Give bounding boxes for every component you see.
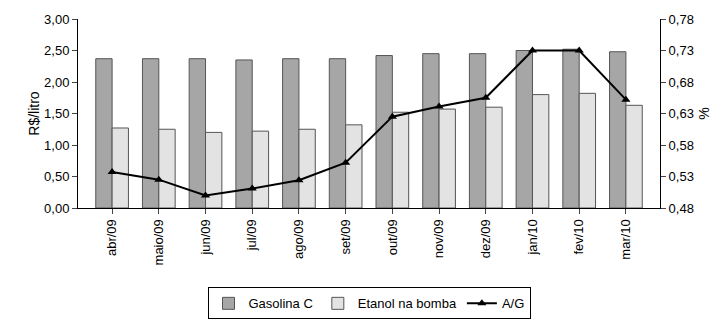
svg-text:0,50: 0,50 <box>44 169 69 184</box>
svg-text:ago/09: ago/09 <box>291 219 306 259</box>
svg-text:fev/10: fev/10 <box>571 219 586 254</box>
svg-text:%: % <box>696 107 712 119</box>
svg-text:3,00: 3,00 <box>44 12 69 27</box>
svg-text:set/09: set/09 <box>338 219 353 254</box>
svg-text:jan/10: jan/10 <box>525 219 540 255</box>
svg-text:2,00: 2,00 <box>44 75 69 90</box>
svg-text:dez/09: dez/09 <box>478 219 493 258</box>
svg-text:0,48: 0,48 <box>669 201 694 216</box>
svg-text:mar/10: mar/10 <box>618 219 633 259</box>
svg-text:R$/litro: R$/litro <box>26 91 42 136</box>
svg-text:abr/09: abr/09 <box>104 219 119 256</box>
svg-text:1,00: 1,00 <box>44 138 69 153</box>
svg-text:Gasolina C: Gasolina C <box>249 296 313 311</box>
svg-text:0,68: 0,68 <box>669 75 694 90</box>
svg-text:maio/09: maio/09 <box>151 219 166 265</box>
svg-text:jul/09: jul/09 <box>244 219 259 251</box>
svg-text:0,78: 0,78 <box>669 12 694 27</box>
svg-text:0,73: 0,73 <box>669 43 694 58</box>
svg-text:0,63: 0,63 <box>669 106 694 121</box>
svg-text:0,00: 0,00 <box>44 201 69 216</box>
svg-text:Etanol na bomba: Etanol na bomba <box>358 296 457 311</box>
svg-text:out/09: out/09 <box>385 219 400 255</box>
svg-text:0,58: 0,58 <box>669 138 694 153</box>
svg-text:0,53: 0,53 <box>669 169 694 184</box>
svg-text:A/G: A/G <box>502 296 524 311</box>
svg-text:2,50: 2,50 <box>44 43 69 58</box>
svg-text:jun/09: jun/09 <box>198 219 213 255</box>
svg-text:nov/09: nov/09 <box>431 219 446 258</box>
svg-text:1,50: 1,50 <box>44 106 69 121</box>
